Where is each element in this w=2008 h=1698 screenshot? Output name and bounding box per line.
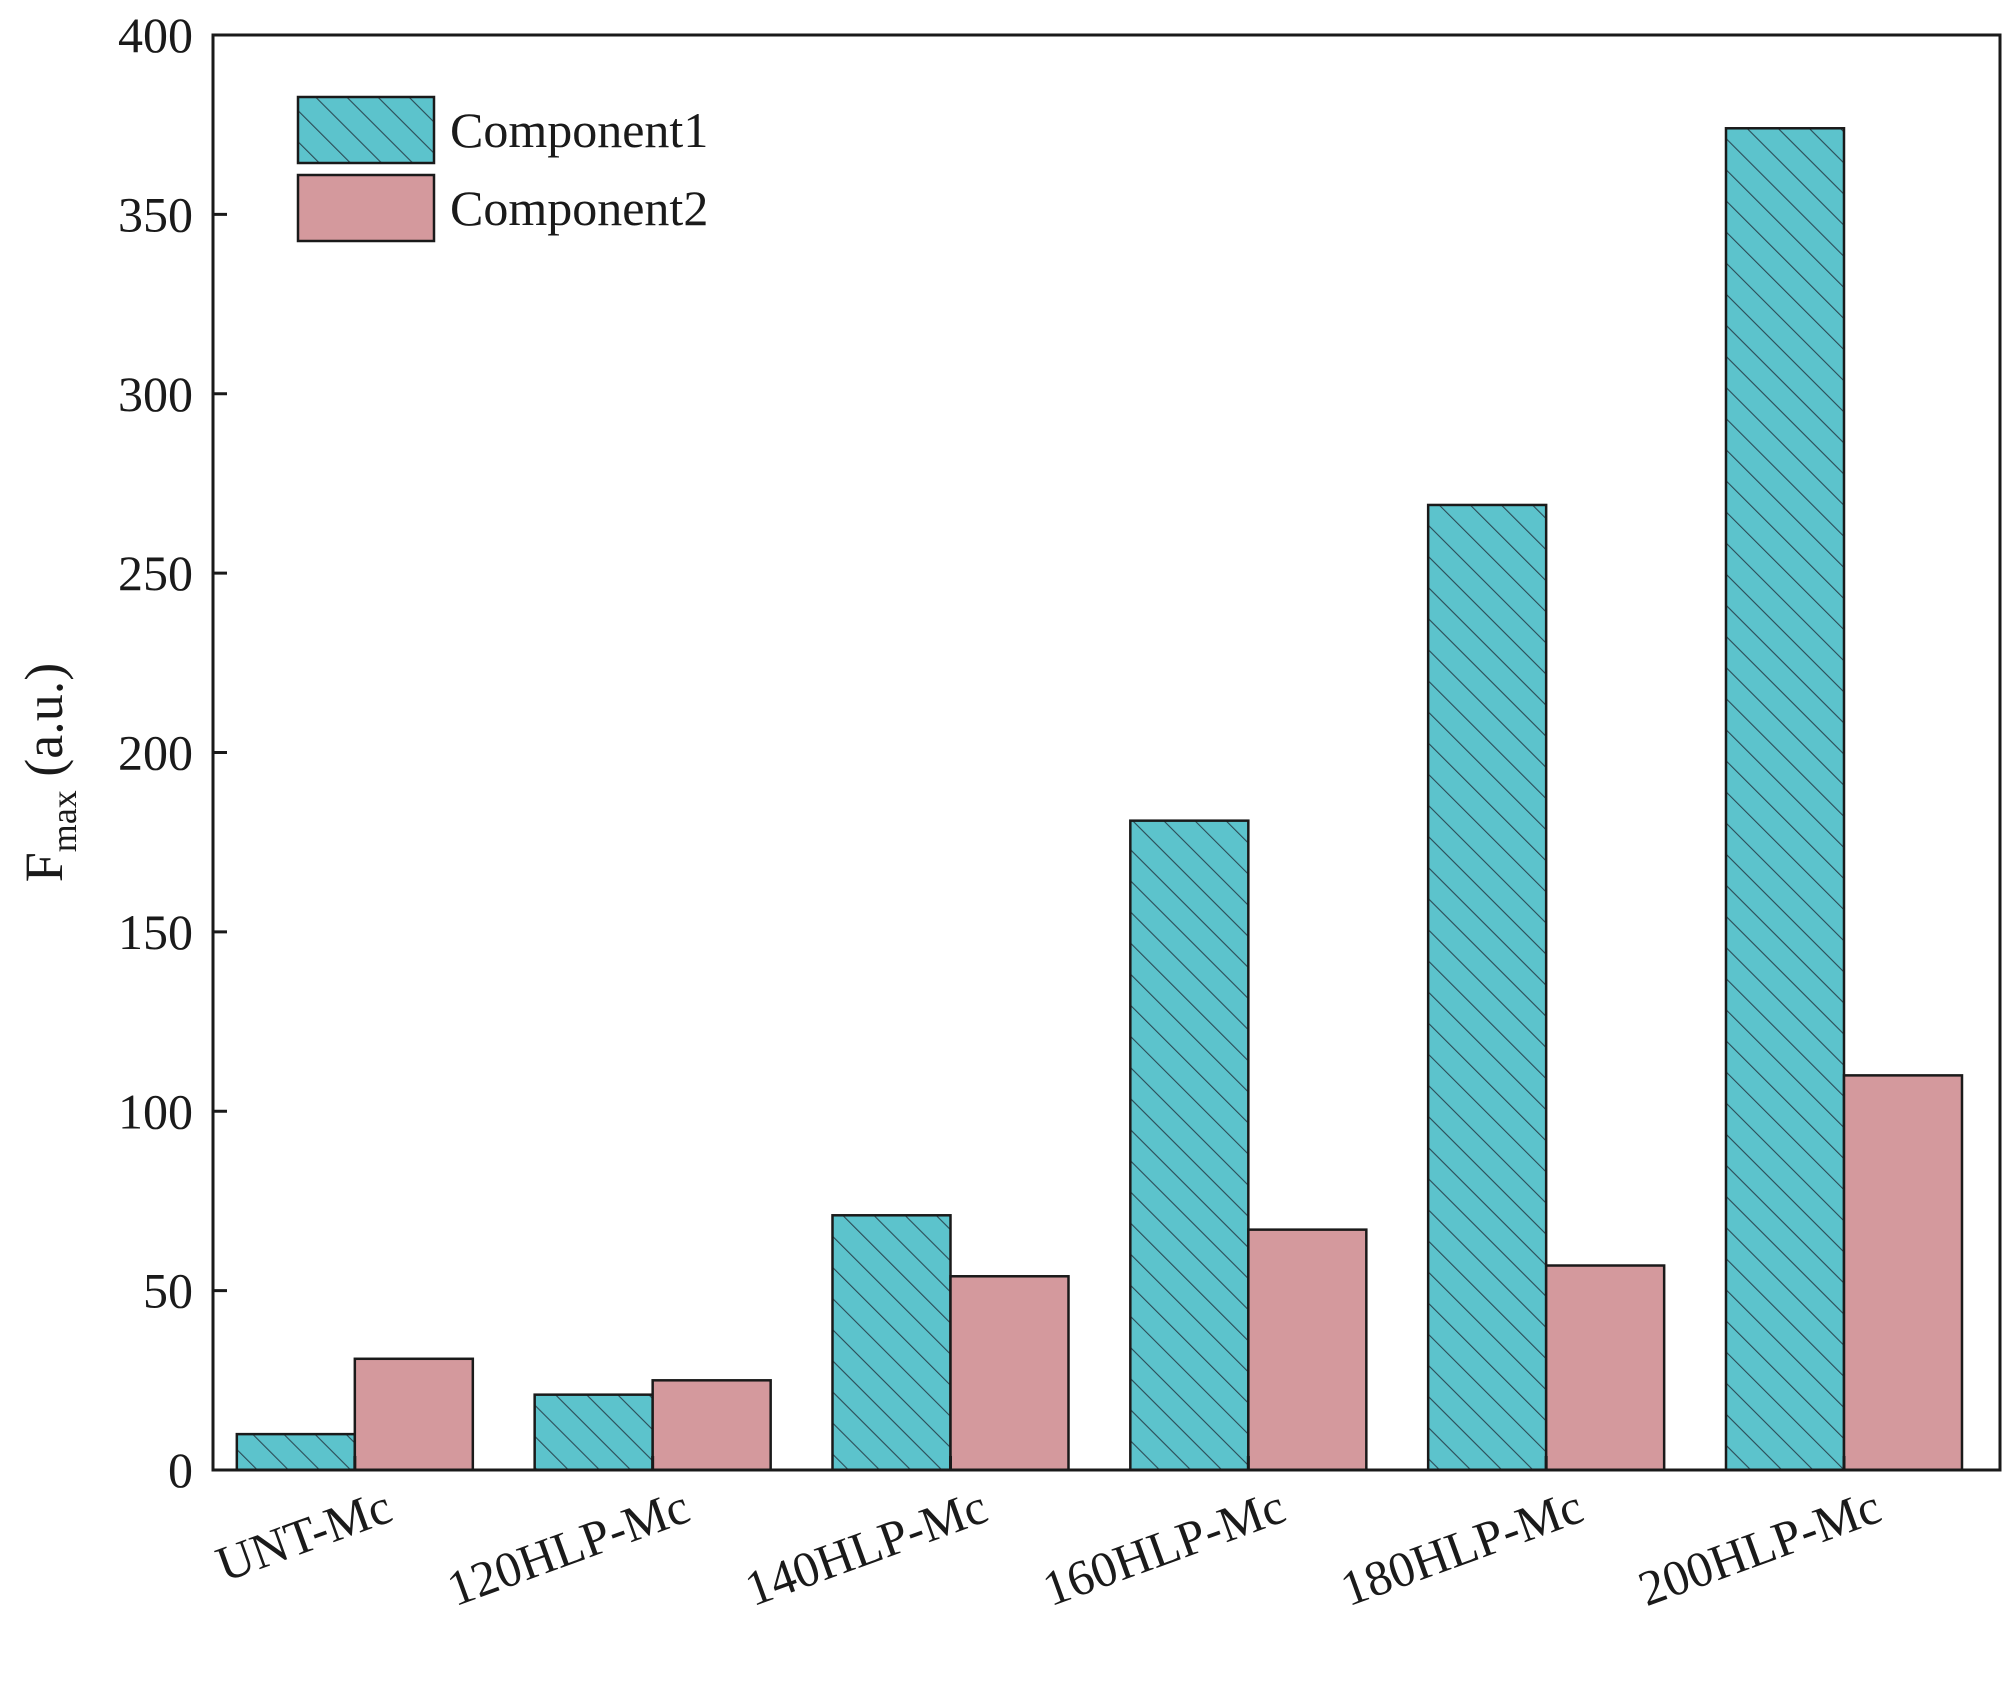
bar-component1-180hlp-mc (1426, 503, 1548, 1472)
bar-component2-200hlp-mc (1842, 1074, 1964, 1472)
x-tick-label: 160HLP-Mc (1035, 1478, 1292, 1617)
y-axis-title-main: F (14, 852, 74, 882)
bar-component2-180hlp-mc (1544, 1264, 1666, 1472)
y-axis-title-suffix: (a.u.) (14, 663, 74, 790)
y-tick-label: 300 (118, 366, 193, 422)
y-tick-label: 0 (168, 1442, 193, 1498)
y-axis-title: Fmax (a.u.) (14, 663, 84, 882)
bars-layer (235, 127, 1964, 1472)
y-tick-label: 100 (118, 1083, 193, 1139)
bar-component2-140hlp-mc (949, 1275, 1070, 1472)
bar-component2-160hlp-mc (1247, 1228, 1368, 1472)
x-tick-label: 120HLP-Mc (440, 1478, 697, 1617)
bar-component1-200hlp-mc (1724, 127, 1846, 1472)
x-tick-label: UNT-Mc (209, 1478, 399, 1593)
bar-component1-unt-mc (235, 1432, 357, 1472)
y-tick-label: 250 (118, 545, 193, 601)
legend-swatch-component2 (296, 173, 436, 243)
bar-component2-unt-mc (353, 1357, 475, 1472)
y-tick-label: 400 (118, 7, 193, 63)
y-tick-label: 150 (118, 904, 193, 960)
y-axis: 0 50 100 150 200 250 300 350 400 (118, 7, 227, 1498)
legend-label-component2: Component2 (450, 180, 708, 236)
y-tick-label: 50 (143, 1263, 193, 1319)
bar-component1-160hlp-mc (1129, 819, 1250, 1472)
bar-component1-120hlp-mc (533, 1393, 654, 1472)
y-tick-label: 200 (118, 725, 193, 781)
y-axis-title-subscript: max (44, 790, 84, 852)
legend-label-component1: Component1 (450, 102, 708, 158)
x-tick-label: 140HLP-Mc (738, 1478, 995, 1617)
x-tick-label: 180HLP-Mc (1333, 1478, 1590, 1617)
legend: Component1 Component2 (296, 95, 708, 243)
x-axis: UNT-Mc 120HLP-Mc 140HLP-Mc 160HLP-Mc 180HLP-… (209, 1456, 1888, 1617)
bar-component1-140hlp-mc (831, 1214, 952, 1472)
x-tick-label: 200HLP-Mc (1631, 1478, 1888, 1617)
bar-component2-120hlp-mc (651, 1379, 772, 1472)
y-tick-label: 350 (118, 186, 193, 242)
legend-swatch-component1 (296, 95, 436, 165)
